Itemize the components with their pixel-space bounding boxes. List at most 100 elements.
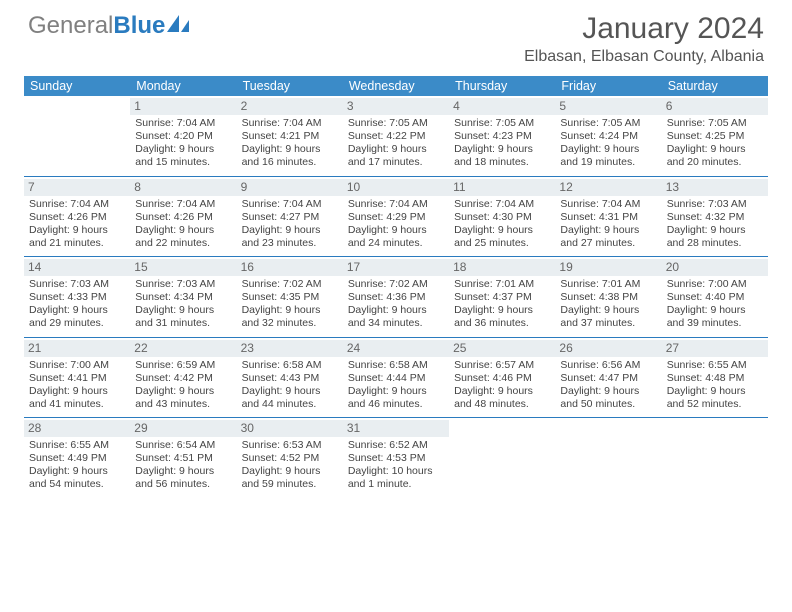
weekday-header: Monday: [130, 76, 236, 96]
sunset-line: Sunset: 4:46 PM: [454, 372, 550, 385]
sunset-line: Sunset: 4:22 PM: [348, 130, 444, 143]
day-number: 21: [24, 340, 130, 357]
sunrise-line: Sunrise: 7:05 AM: [667, 117, 763, 130]
day-cell: 30Sunrise: 6:53 AMSunset: 4:52 PMDayligh…: [237, 418, 343, 498]
day-cell: 27Sunrise: 6:55 AMSunset: 4:48 PMDayligh…: [662, 337, 768, 418]
day-number: 10: [343, 179, 449, 196]
sunset-line: Sunset: 4:24 PM: [560, 130, 656, 143]
sunset-line: Sunset: 4:42 PM: [135, 372, 231, 385]
sunset-line: Sunset: 4:52 PM: [242, 452, 338, 465]
day-number: 29: [130, 420, 236, 437]
day-cell: 9Sunrise: 7:04 AMSunset: 4:27 PMDaylight…: [237, 176, 343, 257]
daylight-line: Daylight: 9 hours and 29 minutes.: [29, 304, 125, 330]
calendar-row: 1Sunrise: 7:04 AMSunset: 4:20 PMDaylight…: [24, 96, 768, 176]
day-number: 12: [555, 179, 661, 196]
weekday-header: Saturday: [662, 76, 768, 96]
day-number: 27: [662, 340, 768, 357]
sunrise-line: Sunrise: 6:58 AM: [242, 359, 338, 372]
daylight-line: Daylight: 9 hours and 24 minutes.: [348, 224, 444, 250]
daylight-line: Daylight: 9 hours and 21 minutes.: [29, 224, 125, 250]
sunrise-line: Sunrise: 7:04 AM: [135, 198, 231, 211]
daylight-line: Daylight: 9 hours and 44 minutes.: [242, 385, 338, 411]
day-cell: 16Sunrise: 7:02 AMSunset: 4:35 PMDayligh…: [237, 257, 343, 338]
day-number: 31: [343, 420, 449, 437]
page-header: GeneralBlue January 2024 Elbasan, Elbasa…: [0, 0, 792, 70]
daylight-line: Daylight: 9 hours and 36 minutes.: [454, 304, 550, 330]
daylight-line: Daylight: 10 hours and 1 minute.: [348, 465, 444, 491]
day-cell: 13Sunrise: 7:03 AMSunset: 4:32 PMDayligh…: [662, 176, 768, 257]
day-number: 4: [449, 98, 555, 115]
daylight-line: Daylight: 9 hours and 25 minutes.: [454, 224, 550, 250]
day-number: 11: [449, 179, 555, 196]
weekday-header: Wednesday: [343, 76, 449, 96]
month-title: January 2024: [524, 12, 764, 46]
sunrise-line: Sunrise: 6:57 AM: [454, 359, 550, 372]
sunset-line: Sunset: 4:37 PM: [454, 291, 550, 304]
sunrise-line: Sunrise: 7:05 AM: [560, 117, 656, 130]
sunrise-line: Sunrise: 7:04 AM: [560, 198, 656, 211]
sunrise-line: Sunrise: 7:01 AM: [560, 278, 656, 291]
day-number: 25: [449, 340, 555, 357]
sunrise-line: Sunrise: 7:04 AM: [454, 198, 550, 211]
sunrise-line: Sunrise: 6:56 AM: [560, 359, 656, 372]
daylight-line: Daylight: 9 hours and 31 minutes.: [135, 304, 231, 330]
sunrise-line: Sunrise: 6:53 AM: [242, 439, 338, 452]
sunset-line: Sunset: 4:44 PM: [348, 372, 444, 385]
day-cell: 22Sunrise: 6:59 AMSunset: 4:42 PMDayligh…: [130, 337, 236, 418]
day-cell: 2Sunrise: 7:04 AMSunset: 4:21 PMDaylight…: [237, 96, 343, 176]
brand-part1: General: [28, 12, 113, 40]
day-number: 1: [130, 98, 236, 115]
calendar-body: 1Sunrise: 7:04 AMSunset: 4:20 PMDaylight…: [24, 96, 768, 498]
calendar-table: SundayMondayTuesdayWednesdayThursdayFrid…: [24, 76, 768, 498]
daylight-line: Daylight: 9 hours and 46 minutes.: [348, 385, 444, 411]
calendar-row: 7Sunrise: 7:04 AMSunset: 4:26 PMDaylight…: [24, 176, 768, 257]
day-cell: 20Sunrise: 7:00 AMSunset: 4:40 PMDayligh…: [662, 257, 768, 338]
weekday-header: Thursday: [449, 76, 555, 96]
day-cell: 31Sunrise: 6:52 AMSunset: 4:53 PMDayligh…: [343, 418, 449, 498]
day-cell: 24Sunrise: 6:58 AMSunset: 4:44 PMDayligh…: [343, 337, 449, 418]
day-number: 8: [130, 179, 236, 196]
daylight-line: Daylight: 9 hours and 27 minutes.: [560, 224, 656, 250]
sunrise-line: Sunrise: 6:54 AM: [135, 439, 231, 452]
day-number: 15: [130, 259, 236, 276]
daylight-line: Daylight: 9 hours and 18 minutes.: [454, 143, 550, 169]
calendar-row: 14Sunrise: 7:03 AMSunset: 4:33 PMDayligh…: [24, 257, 768, 338]
daylight-line: Daylight: 9 hours and 32 minutes.: [242, 304, 338, 330]
sunrise-line: Sunrise: 7:05 AM: [454, 117, 550, 130]
sunset-line: Sunset: 4:32 PM: [667, 211, 763, 224]
daylight-line: Daylight: 9 hours and 39 minutes.: [667, 304, 763, 330]
sunset-line: Sunset: 4:49 PM: [29, 452, 125, 465]
sunrise-line: Sunrise: 7:01 AM: [454, 278, 550, 291]
sunset-line: Sunset: 4:35 PM: [242, 291, 338, 304]
sunrise-line: Sunrise: 7:04 AM: [29, 198, 125, 211]
sunrise-line: Sunrise: 7:05 AM: [348, 117, 444, 130]
day-cell: 15Sunrise: 7:03 AMSunset: 4:34 PMDayligh…: [130, 257, 236, 338]
sunset-line: Sunset: 4:47 PM: [560, 372, 656, 385]
day-number: 3: [343, 98, 449, 115]
daylight-line: Daylight: 9 hours and 37 minutes.: [560, 304, 656, 330]
day-number: 5: [555, 98, 661, 115]
day-cell: 12Sunrise: 7:04 AMSunset: 4:31 PMDayligh…: [555, 176, 661, 257]
daylight-line: Daylight: 9 hours and 52 minutes.: [667, 385, 763, 411]
day-number: 16: [237, 259, 343, 276]
sunset-line: Sunset: 4:43 PM: [242, 372, 338, 385]
day-number: 28: [24, 420, 130, 437]
weekday-header: Sunday: [24, 76, 130, 96]
day-cell: 19Sunrise: 7:01 AMSunset: 4:38 PMDayligh…: [555, 257, 661, 338]
day-cell: 7Sunrise: 7:04 AMSunset: 4:26 PMDaylight…: [24, 176, 130, 257]
day-number: 22: [130, 340, 236, 357]
daylight-line: Daylight: 9 hours and 28 minutes.: [667, 224, 763, 250]
day-cell: 1Sunrise: 7:04 AMSunset: 4:20 PMDaylight…: [130, 96, 236, 176]
calendar-row: 21Sunrise: 7:00 AMSunset: 4:41 PMDayligh…: [24, 337, 768, 418]
daylight-line: Daylight: 9 hours and 54 minutes.: [29, 465, 125, 491]
day-cell: 10Sunrise: 7:04 AMSunset: 4:29 PMDayligh…: [343, 176, 449, 257]
brand-logo: GeneralBlue: [28, 12, 193, 40]
sunset-line: Sunset: 4:25 PM: [667, 130, 763, 143]
daylight-line: Daylight: 9 hours and 17 minutes.: [348, 143, 444, 169]
sunset-line: Sunset: 4:33 PM: [29, 291, 125, 304]
sunset-line: Sunset: 4:27 PM: [242, 211, 338, 224]
sunset-line: Sunset: 4:36 PM: [348, 291, 444, 304]
sunset-line: Sunset: 4:48 PM: [667, 372, 763, 385]
day-cell: 18Sunrise: 7:01 AMSunset: 4:37 PMDayligh…: [449, 257, 555, 338]
sunset-line: Sunset: 4:34 PM: [135, 291, 231, 304]
